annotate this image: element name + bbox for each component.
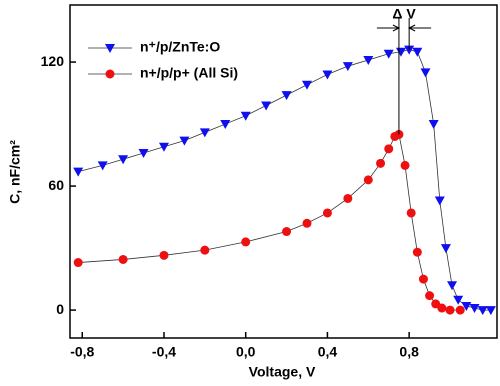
data-point [282,227,292,237]
data-point [281,91,292,101]
data-point [384,144,394,154]
data-point [73,167,84,177]
data-point [406,208,416,218]
legend-label: n+/p/p+ (All Si) [140,65,238,81]
data-point [138,149,149,158]
data-point [301,80,312,90]
data-point [363,55,374,65]
data-point [363,175,373,185]
legend-marker [105,69,115,79]
data-point [412,47,423,57]
data-point [240,111,251,121]
x-tick-label: -0,8 [70,344,94,360]
data-point [118,254,128,264]
data-point [241,237,251,247]
x-tick-label: 0,8 [399,344,419,360]
legend-label: n⁺/p/ZnTe:O [140,39,220,55]
y-tick-label: 60 [48,177,64,193]
annotation: Δ V [392,6,416,22]
data-point [158,142,169,152]
data-point [437,303,447,313]
x-tick-label: 0,4 [318,344,338,360]
data-point [455,305,465,315]
data-point [440,244,451,254]
data-point [447,281,458,291]
plot-frame [69,4,498,339]
data-point [461,301,472,311]
data-point [383,49,394,59]
x-tick-label: -0,4 [152,344,176,360]
data-point [420,68,431,78]
annotation-arrow [376,24,432,32]
data-point [342,62,353,72]
data-point [453,295,464,305]
data-point [412,247,422,257]
data-point [404,45,415,55]
data-point [485,306,496,316]
series-line [78,133,461,311]
data-point [400,160,410,170]
data-point [322,208,332,218]
data-point [343,193,353,203]
data-point [469,304,480,314]
data-point [376,158,386,168]
data-point [434,196,445,206]
y-axis-label: C, nF/cm² [7,140,23,204]
data-point [199,128,210,138]
data-point [73,258,83,268]
y-tick-label: 0 [56,301,64,317]
x-tick-label: 0,0 [236,344,256,360]
y-tick-label: 120 [41,53,65,69]
data-point [477,306,488,316]
data-point [445,305,455,315]
data-point [261,101,272,111]
data-point [200,245,210,255]
data-point [97,161,108,171]
series-line [78,49,491,311]
data-point [302,218,312,228]
data-point [159,250,169,260]
data-point [428,120,439,130]
data-point [220,120,231,130]
data-point [425,291,435,301]
data-point [418,274,428,284]
x-axis-label: Voltage, V [249,364,316,380]
legend-marker [105,44,115,53]
data-point [322,70,333,80]
data-point [179,136,190,146]
data-point [118,155,129,165]
